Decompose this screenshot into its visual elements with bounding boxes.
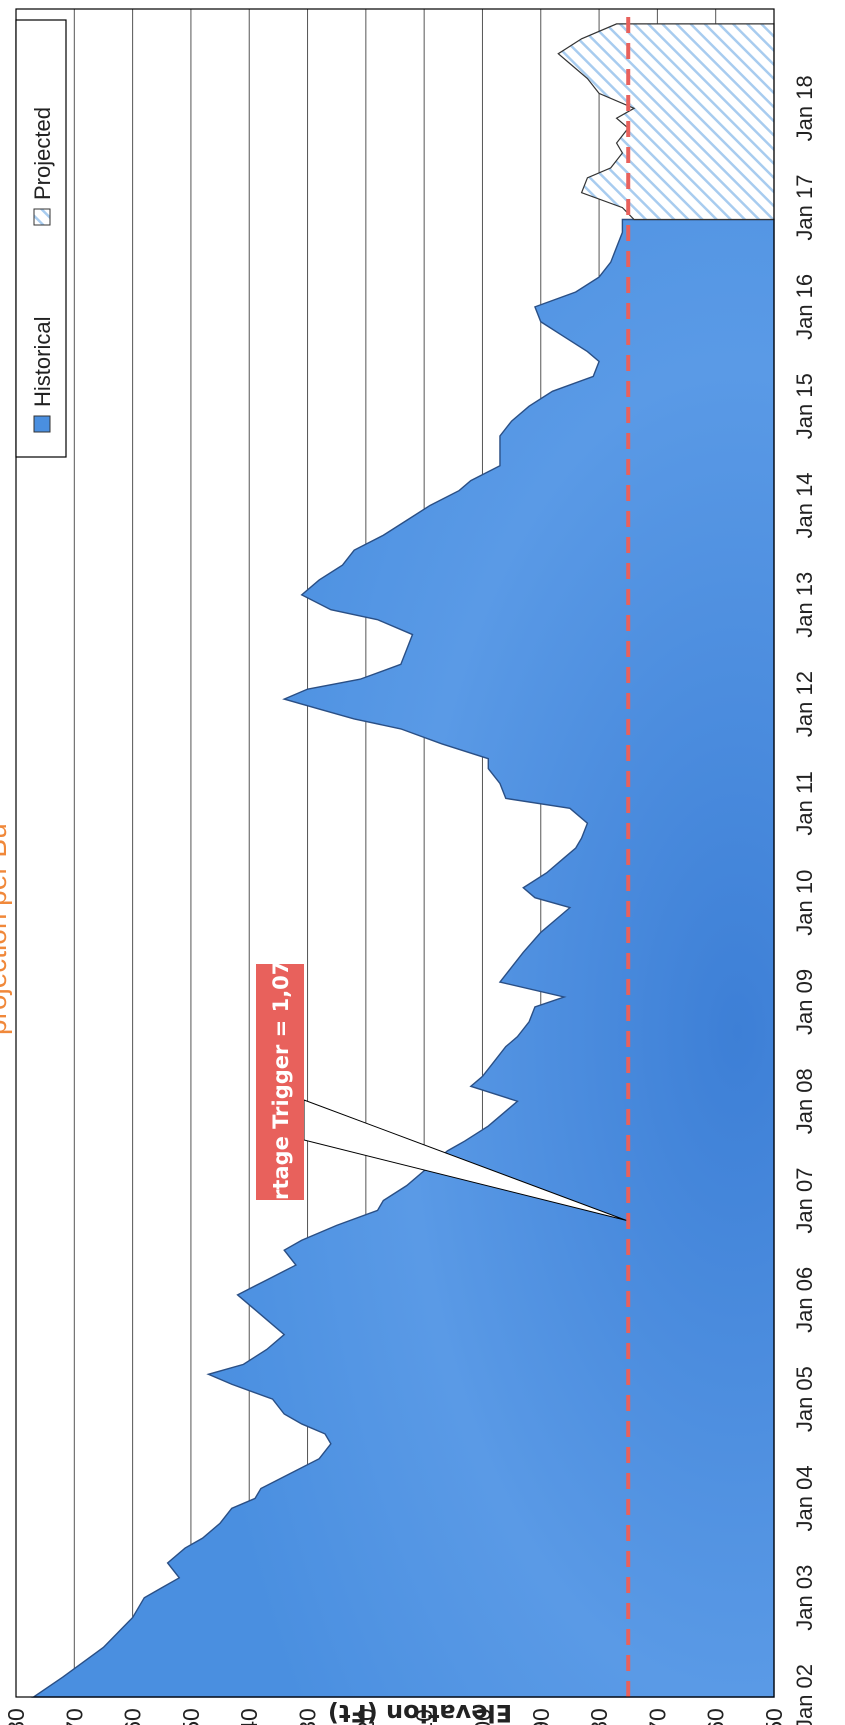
- legend-box: [15, 19, 67, 458]
- historical-area: [31, 218, 775, 1698]
- x-tick-label-16: Jan 18: [792, 75, 817, 141]
- area-series: [31, 23, 775, 1698]
- legend-label-historical: Historical: [30, 317, 55, 407]
- annotation-text: Shortage Trigger = 1,075 ft: [269, 919, 293, 1244]
- projected-area: [557, 23, 775, 221]
- y-tick-label-4: 1,090: [528, 1708, 554, 1725]
- x-tick-label-15: Jan 17: [792, 175, 817, 241]
- shortage-trigger-annotation: Shortage Trigger = 1,075 ft: [256, 919, 627, 1245]
- x-tick-label-13: Jan 15: [792, 373, 817, 439]
- y-tick-label-12: 1,170: [61, 1708, 87, 1725]
- y-tick-label-8: 1,130: [295, 1708, 321, 1725]
- x-tick-label-7: Jan 09: [792, 969, 817, 1035]
- y-tick-label-6: 1,110: [411, 1709, 437, 1725]
- x-tick-label-10: Jan 12: [792, 671, 817, 737]
- chart-title-fragment: projection per Bu: [0, 823, 12, 1035]
- x-tick-label-2: Jan 04: [792, 1465, 817, 1531]
- legend: Historical Projected: [15, 19, 67, 458]
- legend-label-projected: Projected: [30, 107, 55, 200]
- legend-swatch-projected: [33, 208, 51, 226]
- x-tick-label-6: Jan 08: [792, 1068, 817, 1134]
- x-tick-label-1: Jan 03: [792, 1565, 817, 1631]
- x-tick-label-9: Jan 11: [792, 771, 817, 835]
- y-tick-label-0: 1,050: [761, 1708, 787, 1725]
- legend-swatch-historical: [33, 415, 51, 433]
- annotation-box: [256, 964, 304, 1200]
- x-tick-label-3: Jan 05: [792, 1366, 817, 1432]
- x-tick-label-5: Jan 07: [792, 1167, 817, 1233]
- y-tick-label-1: 1,060: [703, 1708, 729, 1725]
- x-tick-label-4: Jan 06: [792, 1267, 817, 1333]
- x-tick-label-11: Jan 13: [792, 572, 817, 638]
- x-tick-label-8: Jan 10: [792, 870, 817, 936]
- y-tick-label-2: 1,070: [644, 1708, 670, 1725]
- y-tick-label-9: 1,140: [236, 1708, 262, 1725]
- y-tick-label-10: 1,150: [178, 1708, 204, 1725]
- y-axis-label: Elevation (Ft): [328, 1699, 512, 1725]
- x-tick-label-12: Jan 14: [792, 472, 817, 538]
- plot-frame: [15, 8, 775, 1698]
- y-tick-label-5: 1,100: [469, 1708, 495, 1725]
- x-tick-label-0: Jan 02: [792, 1664, 817, 1725]
- y-tick-label-7: 1,120: [353, 1708, 379, 1725]
- y-tick-label-3: 1,080: [586, 1708, 612, 1725]
- y-tick-label-11: 1,160: [120, 1708, 146, 1725]
- x-tick-label-14: Jan 16: [792, 274, 817, 340]
- y-tick-label-13: 1,180: [3, 1708, 29, 1725]
- x-axis-ticks: Jan 02 Jan 03 Jan 04 Jan 05 Jan 06 Jan 07 Jan …: [792, 75, 817, 1725]
- y-axis-ticks: 1,050 1,060 1,070 1,080 1,090 1,100 1,110 1,120…: [3, 1708, 787, 1725]
